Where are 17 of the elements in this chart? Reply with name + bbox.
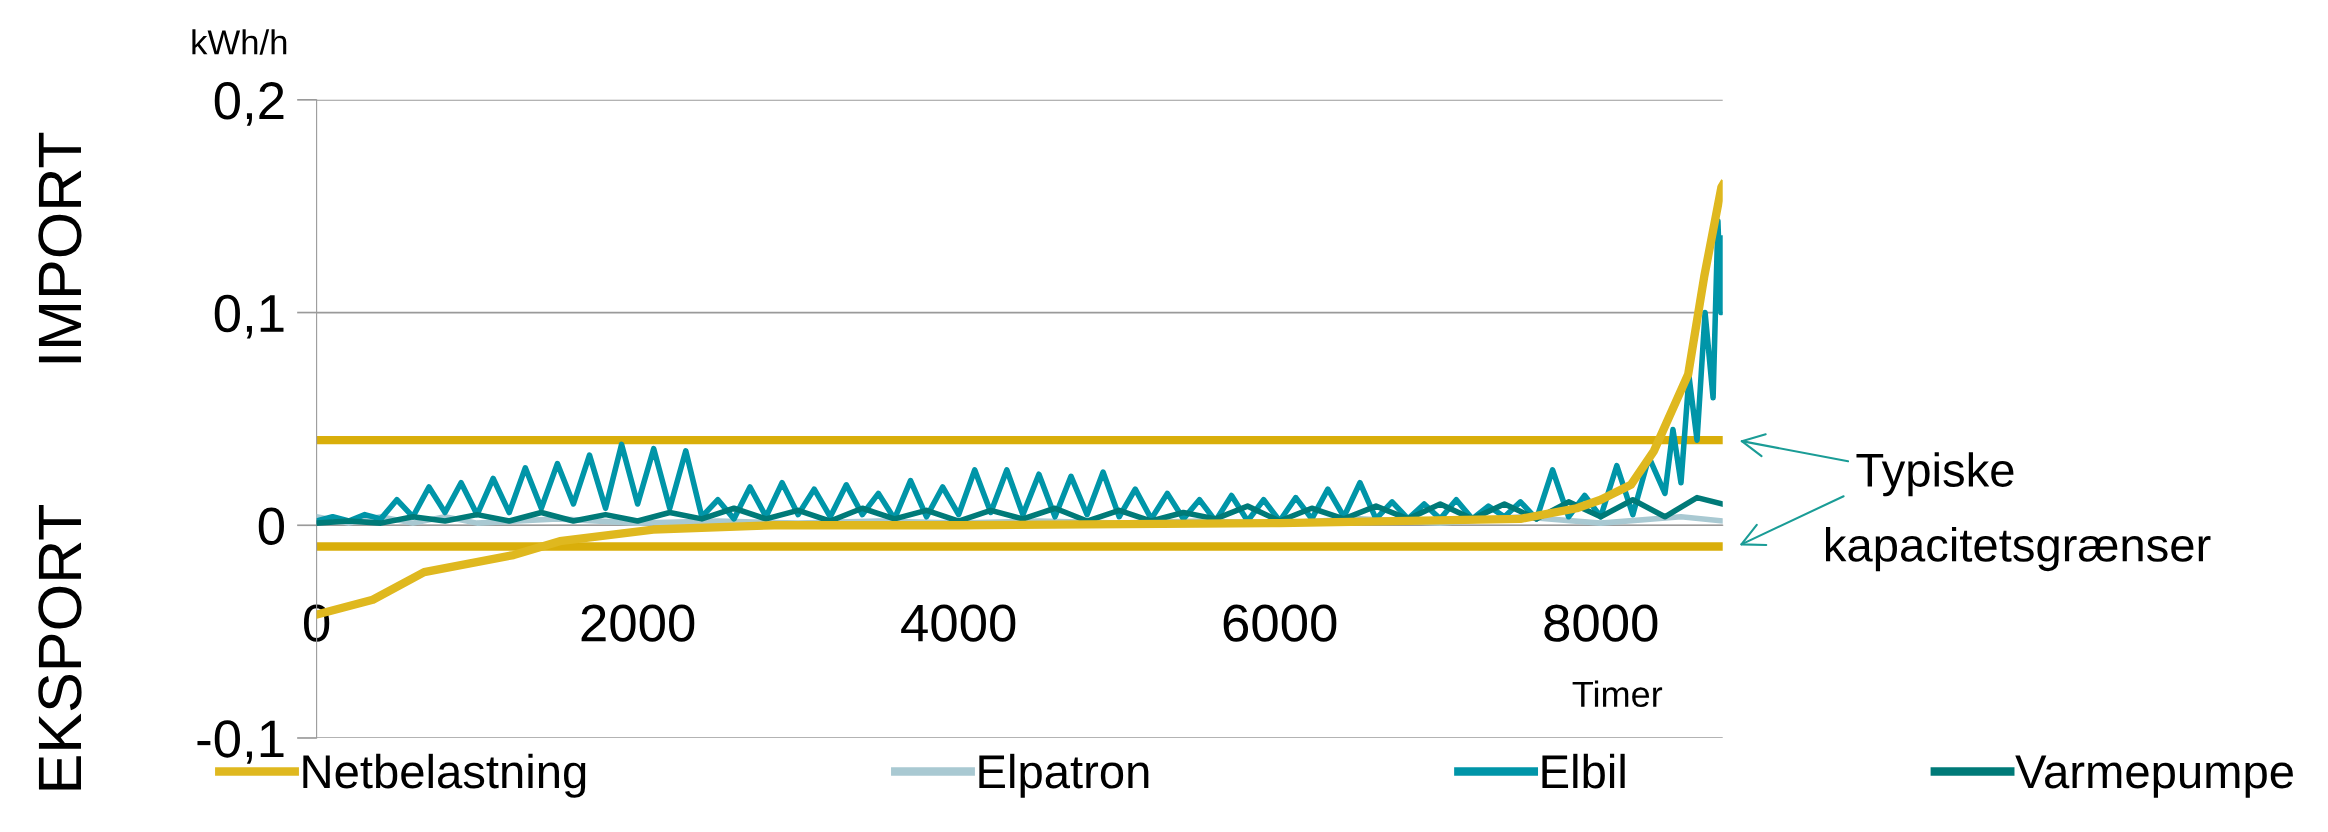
- legend-label: Elpatron: [979, 753, 1149, 798]
- x-tick-label: 8000: [1544, 604, 1658, 642]
- y-tick-label: 0,1: [214, 294, 284, 339]
- x-tick-label: 6000: [1223, 604, 1337, 642]
- y-tick-label: 0,2: [214, 82, 284, 126]
- text: EKSPORT: [38, 504, 82, 790]
- x-tick-label: 2000: [581, 604, 695, 642]
- y-axis-title: kWh/h: [192, 29, 287, 55]
- y-tick-label: 0: [258, 507, 284, 545]
- text: Typiske kapacitetsgrænser: [1826, 452, 2211, 572]
- y-tick-label: -0,1: [197, 720, 284, 764]
- legend-label: Netbelastning: [303, 753, 586, 798]
- x-axis-title: Timer: [1572, 680, 1663, 708]
- text: IMPORT: [38, 132, 82, 363]
- legend-label: Elbil: [1542, 753, 1625, 789]
- x-tick-label: 4000: [901, 604, 1016, 642]
- legend-label: Varmepumpe: [2015, 755, 2293, 798]
